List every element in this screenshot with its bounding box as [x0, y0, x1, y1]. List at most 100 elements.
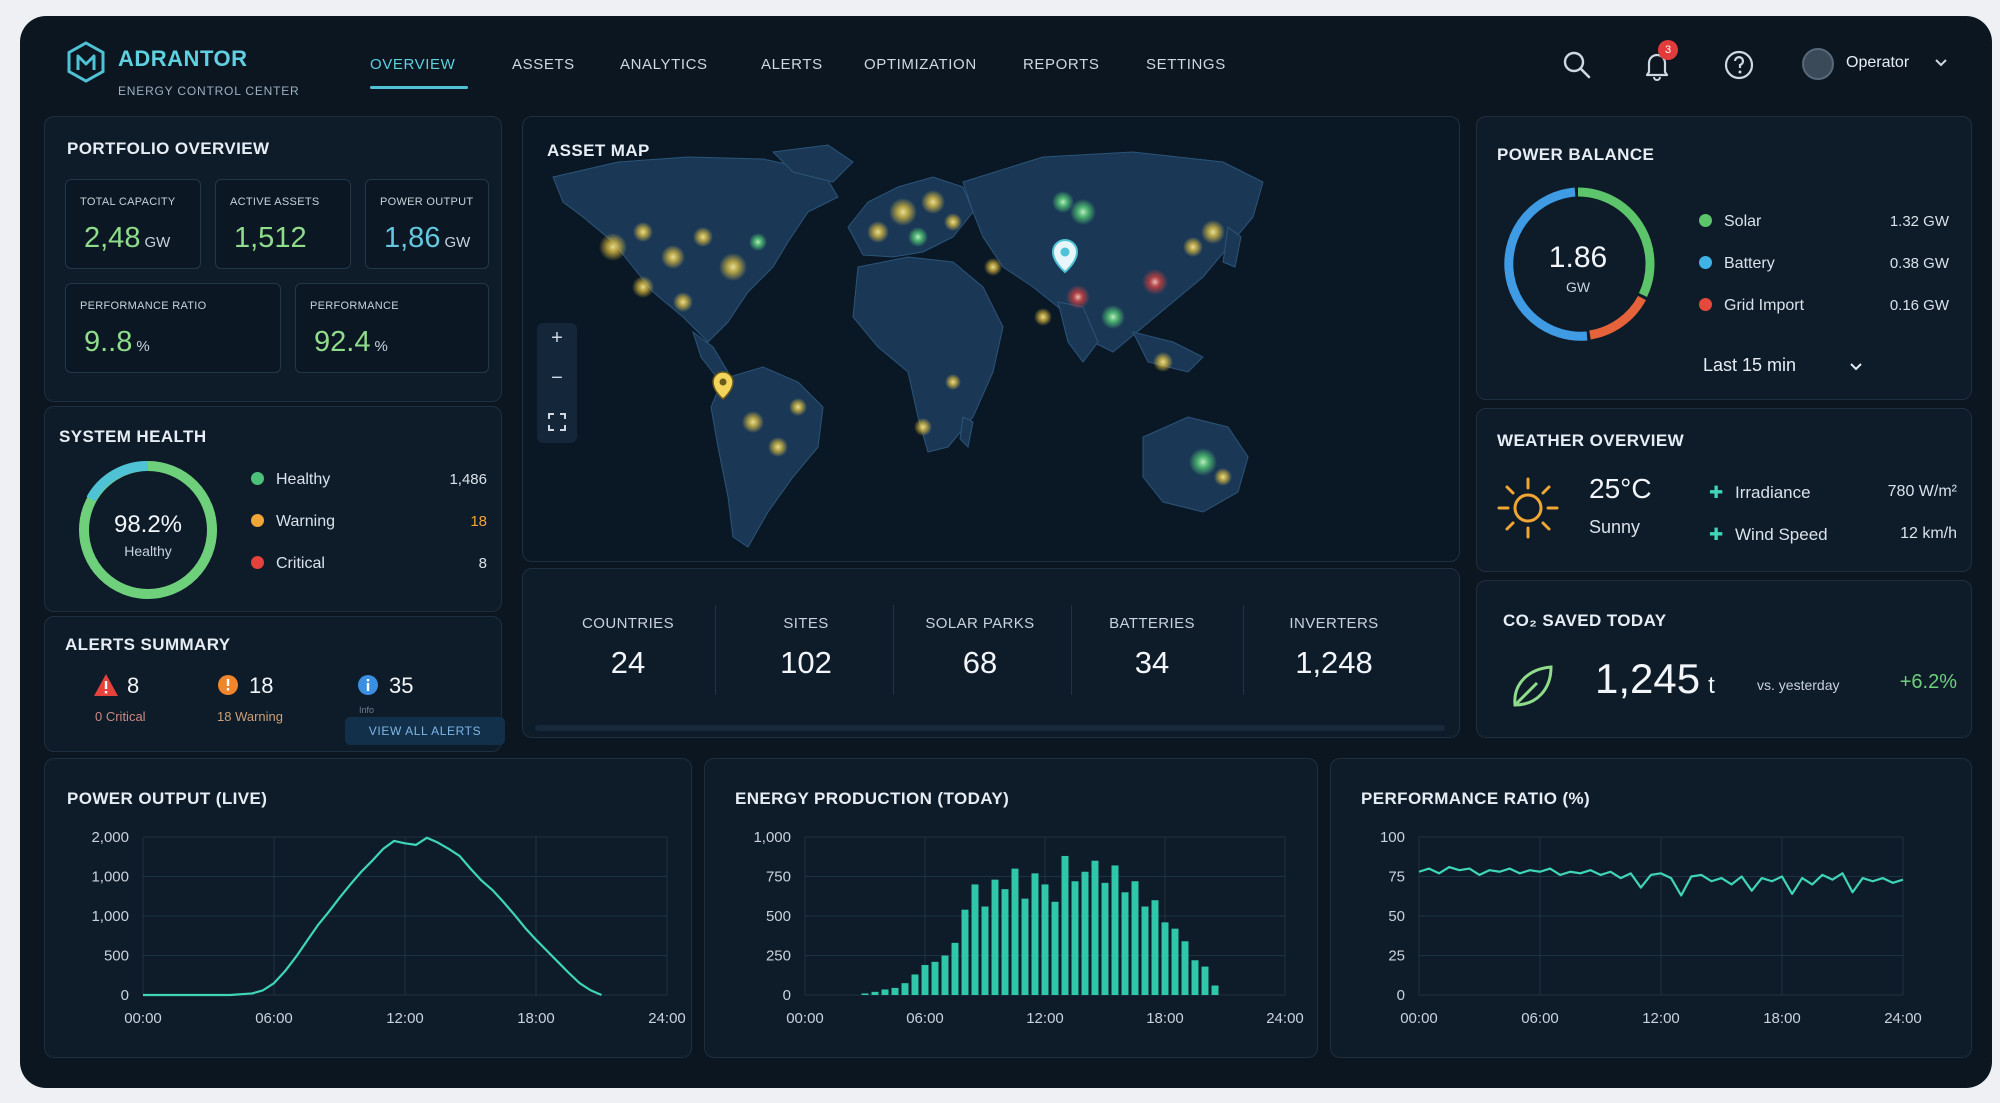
- y-tick-label: 500: [104, 948, 129, 965]
- y-tick-label: 0: [1397, 987, 1405, 1004]
- bar: [1021, 898, 1029, 995]
- zoom-in-button[interactable]: +: [551, 327, 563, 349]
- critical-dot: [251, 556, 264, 569]
- critical-label: 0 Critical: [95, 709, 146, 724]
- asset-map-title: ASSET MAP: [547, 141, 650, 160]
- info-alert-icon: [358, 675, 378, 695]
- bar: [1201, 966, 1209, 995]
- wind-icon: ✚: [1709, 525, 1724, 544]
- user-name[interactable]: Operator: [1846, 54, 1910, 71]
- balance-grid-row: Grid Import: [1699, 297, 1804, 315]
- bar: [1191, 960, 1199, 995]
- performance-ratio-chart-title: PERFORMANCE RATIO (%): [1361, 789, 1591, 808]
- chevron-down-icon[interactable]: [1849, 362, 1863, 372]
- nav-settings[interactable]: SETTINGS: [1146, 56, 1226, 73]
- performance-value: 92.4%: [314, 326, 388, 358]
- battery-dot: [1699, 256, 1712, 269]
- brand-name: ADRANTOR: [118, 46, 248, 71]
- x-tick-label: 06:00: [255, 1010, 293, 1027]
- stat-countries-label: COUNTRIES: [582, 615, 674, 632]
- nav-analytics[interactable]: ANALYTICS: [620, 56, 708, 73]
- y-tick-label: 750: [766, 869, 791, 886]
- health-status: Healthy: [124, 543, 172, 559]
- chevron-down-icon[interactable]: [1934, 58, 1948, 68]
- total-capacity-card[interactable]: TOTAL CAPACITY 2,48 GW: [65, 179, 201, 269]
- active-assets-card[interactable]: ACTIVE ASSETS 1,512: [215, 179, 351, 269]
- bar: [931, 961, 939, 995]
- nav-alerts[interactable]: ALERTS: [761, 56, 823, 73]
- bar: [1001, 889, 1009, 995]
- bar: [901, 983, 909, 995]
- nav-assets[interactable]: ASSETS: [512, 56, 575, 73]
- map-scrollbar[interactable]: [535, 725, 1445, 731]
- sun-icon: [1497, 477, 1559, 539]
- asset-map-panel[interactable]: ASSET MAP + −: [522, 116, 1460, 562]
- nav-active-indicator: [370, 86, 468, 89]
- dashboard-window: ADRANTOR ENERGY CONTROL CENTER OVERVIEW …: [20, 16, 1992, 1088]
- nav-optimization[interactable]: OPTIMIZATION: [864, 56, 977, 73]
- balance-solar-value: 1.32 GW: [1889, 213, 1949, 230]
- view-all-alerts-button[interactable]: VIEW ALL ALERTS: [345, 717, 505, 745]
- y-tick-label: 25: [1388, 948, 1405, 965]
- help-icon[interactable]: [1722, 48, 1756, 82]
- wind-speed-value: 12 km/h: [1900, 525, 1957, 542]
- x-tick-label: 06:00: [906, 1010, 944, 1027]
- asset-stats-panel: COUNTRIES 24 SITES 102 SOLAR PARKS 68 BA…: [522, 568, 1460, 738]
- performance-ratio-chart-panel: PERFORMANCE RATIO (%) 0 25 50 75 100 00:00 06:…: [1330, 758, 1972, 1058]
- balance-solar-row: Solar: [1699, 213, 1761, 231]
- bar: [1061, 855, 1069, 995]
- y-tick-label: 75: [1388, 869, 1405, 886]
- power-output-chart-panel: POWER OUTPUT (LIVE) 0 500 1,000 1,000 2,000 0…: [44, 758, 692, 1058]
- health-warning-value: 18: [470, 513, 487, 530]
- warning-dot: [251, 514, 264, 527]
- x-tick-label: 24:00: [1884, 1010, 1922, 1027]
- bar: [1141, 906, 1149, 995]
- health-critical-row: Critical: [251, 555, 325, 573]
- stat-divider: [1243, 605, 1244, 695]
- performance-ratio-card[interactable]: PERFORMANCE RATIO 9..8%: [65, 283, 281, 373]
- alerts-summary-panel: ALERTS SUMMARY 8 0 Critical 18 18 Warnin…: [44, 616, 505, 752]
- bar: [1111, 865, 1119, 995]
- bar: [1161, 922, 1169, 995]
- power-balance-donut: [1504, 187, 1655, 341]
- world-map[interactable]: [523, 117, 1460, 562]
- warning-count[interactable]: 18: [249, 673, 274, 698]
- info-count[interactable]: 35: [389, 673, 414, 698]
- fullscreen-icon[interactable]: [548, 413, 566, 431]
- leaf-icon: [1513, 665, 1553, 707]
- series-line: [1418, 865, 1904, 897]
- energy-production-chart[interactable]: 0 250 500 750 1,000 00:00 06:00 12:00 18:00 24:00: [705, 759, 1319, 1059]
- y-tick-label: 500: [766, 908, 791, 925]
- performance-ratio-chart[interactable]: 0 25 50 75 100 00:00 06:00 12:00 18:00 24:00: [1331, 759, 1973, 1059]
- performance-card[interactable]: PERFORMANCE 92.4%: [295, 283, 489, 373]
- performance-label: PERFORMANCE: [310, 300, 399, 312]
- y-tick-label: 1,000: [91, 908, 129, 925]
- power-output-chart[interactable]: 0 500 1,000 1,000 2,000 00:00 06:00 12:00 18:00 2…: [45, 759, 693, 1059]
- performance-ratio-label: PERFORMANCE RATIO: [80, 300, 207, 312]
- bar: [1041, 884, 1049, 995]
- stat-solar-parks-value: 68: [962, 645, 998, 680]
- stat-inverters-value: 1,248: [1295, 645, 1373, 680]
- search-icon[interactable]: [1560, 48, 1594, 82]
- bar: [1071, 881, 1079, 995]
- x-tick-label: 18:00: [1146, 1010, 1184, 1027]
- health-donut: [79, 460, 217, 599]
- solar-dot: [1699, 214, 1712, 227]
- nav-reports[interactable]: REPORTS: [1023, 56, 1100, 73]
- balance-battery-value: 0.38 GW: [1889, 255, 1949, 272]
- irradiance-icon: ✚: [1709, 483, 1724, 502]
- bar: [871, 991, 879, 995]
- stat-divider: [715, 605, 716, 695]
- series-line: [143, 836, 602, 997]
- power-output-card[interactable]: POWER OUTPUT 1,86 GW: [365, 179, 489, 269]
- stat-divider: [1071, 605, 1072, 695]
- health-warning-row: Warning: [251, 513, 335, 531]
- nav-overview[interactable]: OVERVIEW: [370, 56, 456, 73]
- avatar[interactable]: [1802, 48, 1834, 80]
- power-balance-value: 1.86: [1548, 241, 1608, 274]
- time-range-select[interactable]: Last 15 min: [1703, 355, 1797, 375]
- alerts-title: ALERTS SUMMARY: [65, 635, 231, 654]
- stat-divider: [893, 605, 894, 695]
- critical-count[interactable]: 8: [127, 673, 140, 698]
- zoom-out-button[interactable]: −: [551, 367, 563, 389]
